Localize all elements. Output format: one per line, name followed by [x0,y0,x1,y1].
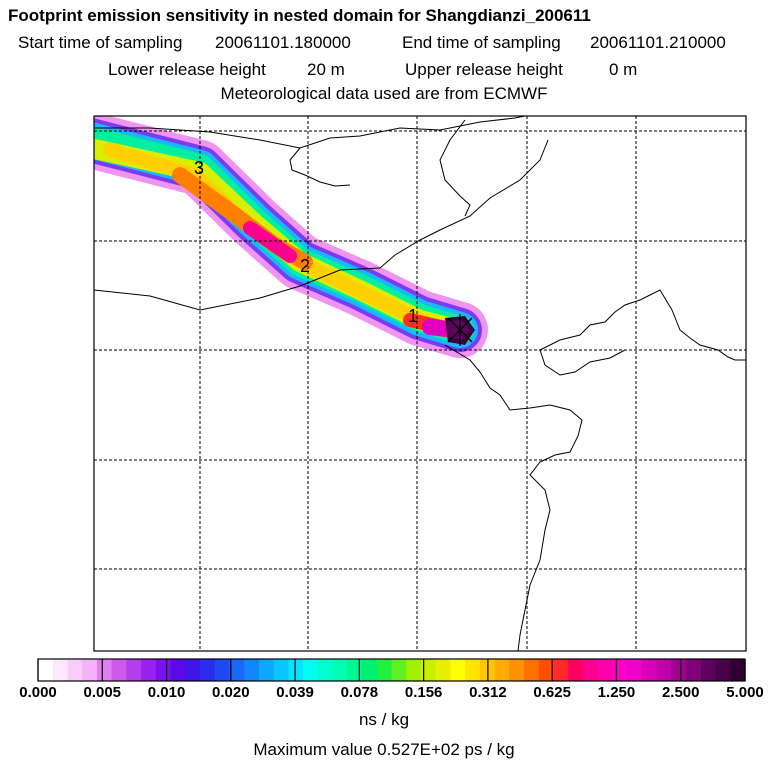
trajectory-label-3: 3 [194,158,204,178]
colorbar-swatch [641,659,658,681]
end-time-value: 20061101.210000 [590,33,726,52]
colorbar-swatch [538,659,555,681]
colorbar-tick-label: 0.020 [212,684,250,701]
colorbar-swatch [465,659,481,681]
colorbar-ticks [37,659,746,681]
colorbar-swatch [82,659,98,681]
colorbar-swatch [111,659,127,681]
map-grid [94,116,746,651]
colorbar-swatch [553,659,569,681]
colorbar-swatch [155,659,172,681]
colorbar-swatch [244,659,260,681]
receptor-marker [447,314,473,346]
trajectory-label-1: 1 [408,306,418,326]
colorbar-tick-label: 2.500 [661,684,700,701]
colorbar-tick-label: 0.039 [276,684,314,701]
colorbar-swatch [317,659,334,681]
colorbar-swatch [435,659,452,681]
colorbar-swatch [96,659,113,681]
colorbar-tick-label: 5.000 [726,684,764,701]
colorbar-swatch [303,659,319,681]
colorbar-swatch [52,659,69,681]
map-frame [93,115,747,652]
colorbar-swatch [391,659,407,681]
colorbar-swatch [627,659,643,681]
colorbar-swatch [597,659,614,681]
colorbar-swatch [686,659,702,681]
end-time-label: End time of sampling [402,33,561,52]
colorbar-swatch [494,659,510,681]
colorbar-tick-label: 0.078 [340,684,379,701]
start-time-label: Start time of sampling [18,33,183,52]
colorbar-swatch [700,659,717,681]
colorbar-swatch [612,659,628,681]
colorbar-tick-label: 0.312 [469,684,507,701]
colorbar-swatch [509,659,525,681]
maximum-value: Maximum value 0.527E+02 ps / kg [253,740,515,759]
met-data-line: Meteorological data used are from ECMWF [220,84,548,103]
colorbar-tick-label: 1.250 [597,684,636,701]
colorbar-tick-label: 0.000 [19,684,57,701]
colorbar-swatch [141,659,157,681]
colorbar-swatch [715,659,731,681]
colorbar-swatch [170,659,186,681]
colorbar-units: ns / kg [358,710,410,729]
lower-height-label: Lower release height [108,60,266,79]
colorbar-swatch [406,659,422,681]
colorbar-swatch [347,659,363,681]
trajectory-label-2: 2 [300,256,310,276]
colorbar-swatch [524,659,540,681]
colorbar-swatch [258,659,275,681]
colorbar-tick-label: 0.005 [83,684,122,701]
colorbar-swatch [450,659,466,681]
colorbar-swatch [229,659,245,681]
colorbar-swatch [656,659,672,681]
colorbar-swatch [273,659,289,681]
colorbar-swatch [38,659,54,681]
upper-height-label: Upper release height [405,60,563,79]
colorbar-swatch [185,659,201,681]
colorbar [38,659,746,681]
colorbar-swatch [67,659,83,681]
colorbar-swatch [568,659,584,681]
colorbar-swatch [420,659,437,681]
colorbar-swatch [582,659,599,681]
start-time-value: 20061101.180000 [215,33,351,52]
lower-height-value: 20 m [307,60,345,79]
colorbar-swatch [671,659,687,681]
figure-title: Footprint emission sensitivity in nested… [8,6,591,25]
upper-height-value: 0 m [609,60,638,79]
colorbar-tick-label: 0.625 [533,684,571,701]
colorbar-swatch [730,659,746,681]
colorbar-swatch [288,659,304,681]
colorbar-swatch [332,659,348,681]
colorbar-swatch [362,659,378,681]
plume [94,116,488,358]
colorbar-swatch [214,659,231,681]
colorbar-swatch [376,659,393,681]
colorbar-swatch [126,659,142,681]
colorbar-tick-label: 0.156 [404,684,443,701]
colorbar-swatch [200,659,216,681]
colorbar-tick-label: 0.010 [147,684,186,701]
